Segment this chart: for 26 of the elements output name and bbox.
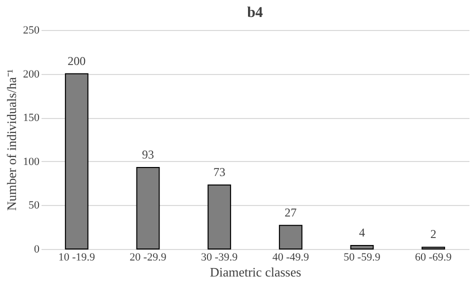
x-tick-label: 50 -59.9	[344, 252, 381, 264]
bar	[278, 224, 302, 250]
y-tick-label: 200	[23, 68, 40, 80]
y-tick-label: 150	[23, 112, 40, 124]
bar	[64, 73, 88, 250]
bar	[208, 184, 232, 250]
y-tick-label: 50	[28, 200, 40, 212]
x-axis-title: Diametric classes	[210, 264, 302, 280]
data-label: 27	[284, 205, 297, 220]
data-label: 2	[430, 227, 436, 242]
y-tick-label: 250	[23, 24, 40, 36]
x-tick-label: 40 -49.9	[272, 252, 310, 264]
data-label: 200	[68, 54, 86, 68]
x-tick-label: 60 -69.9	[414, 252, 452, 264]
bar	[350, 244, 374, 250]
y-axis-title: Number of individuals/ha⁻¹	[4, 69, 19, 211]
x-tick-label: 30 -39.9	[200, 252, 238, 264]
data-label: 4	[359, 225, 365, 240]
bar	[136, 167, 160, 250]
chart-title: b4	[247, 5, 264, 21]
x-tick-label: 10 -19.9	[58, 252, 96, 264]
x-tick-label: 20 -29.9	[130, 252, 167, 264]
y-tick-label: 0	[34, 244, 40, 256]
data-label: 73	[213, 165, 226, 180]
y-tick-label: 100	[23, 156, 40, 168]
data-label: 93	[142, 148, 154, 162]
